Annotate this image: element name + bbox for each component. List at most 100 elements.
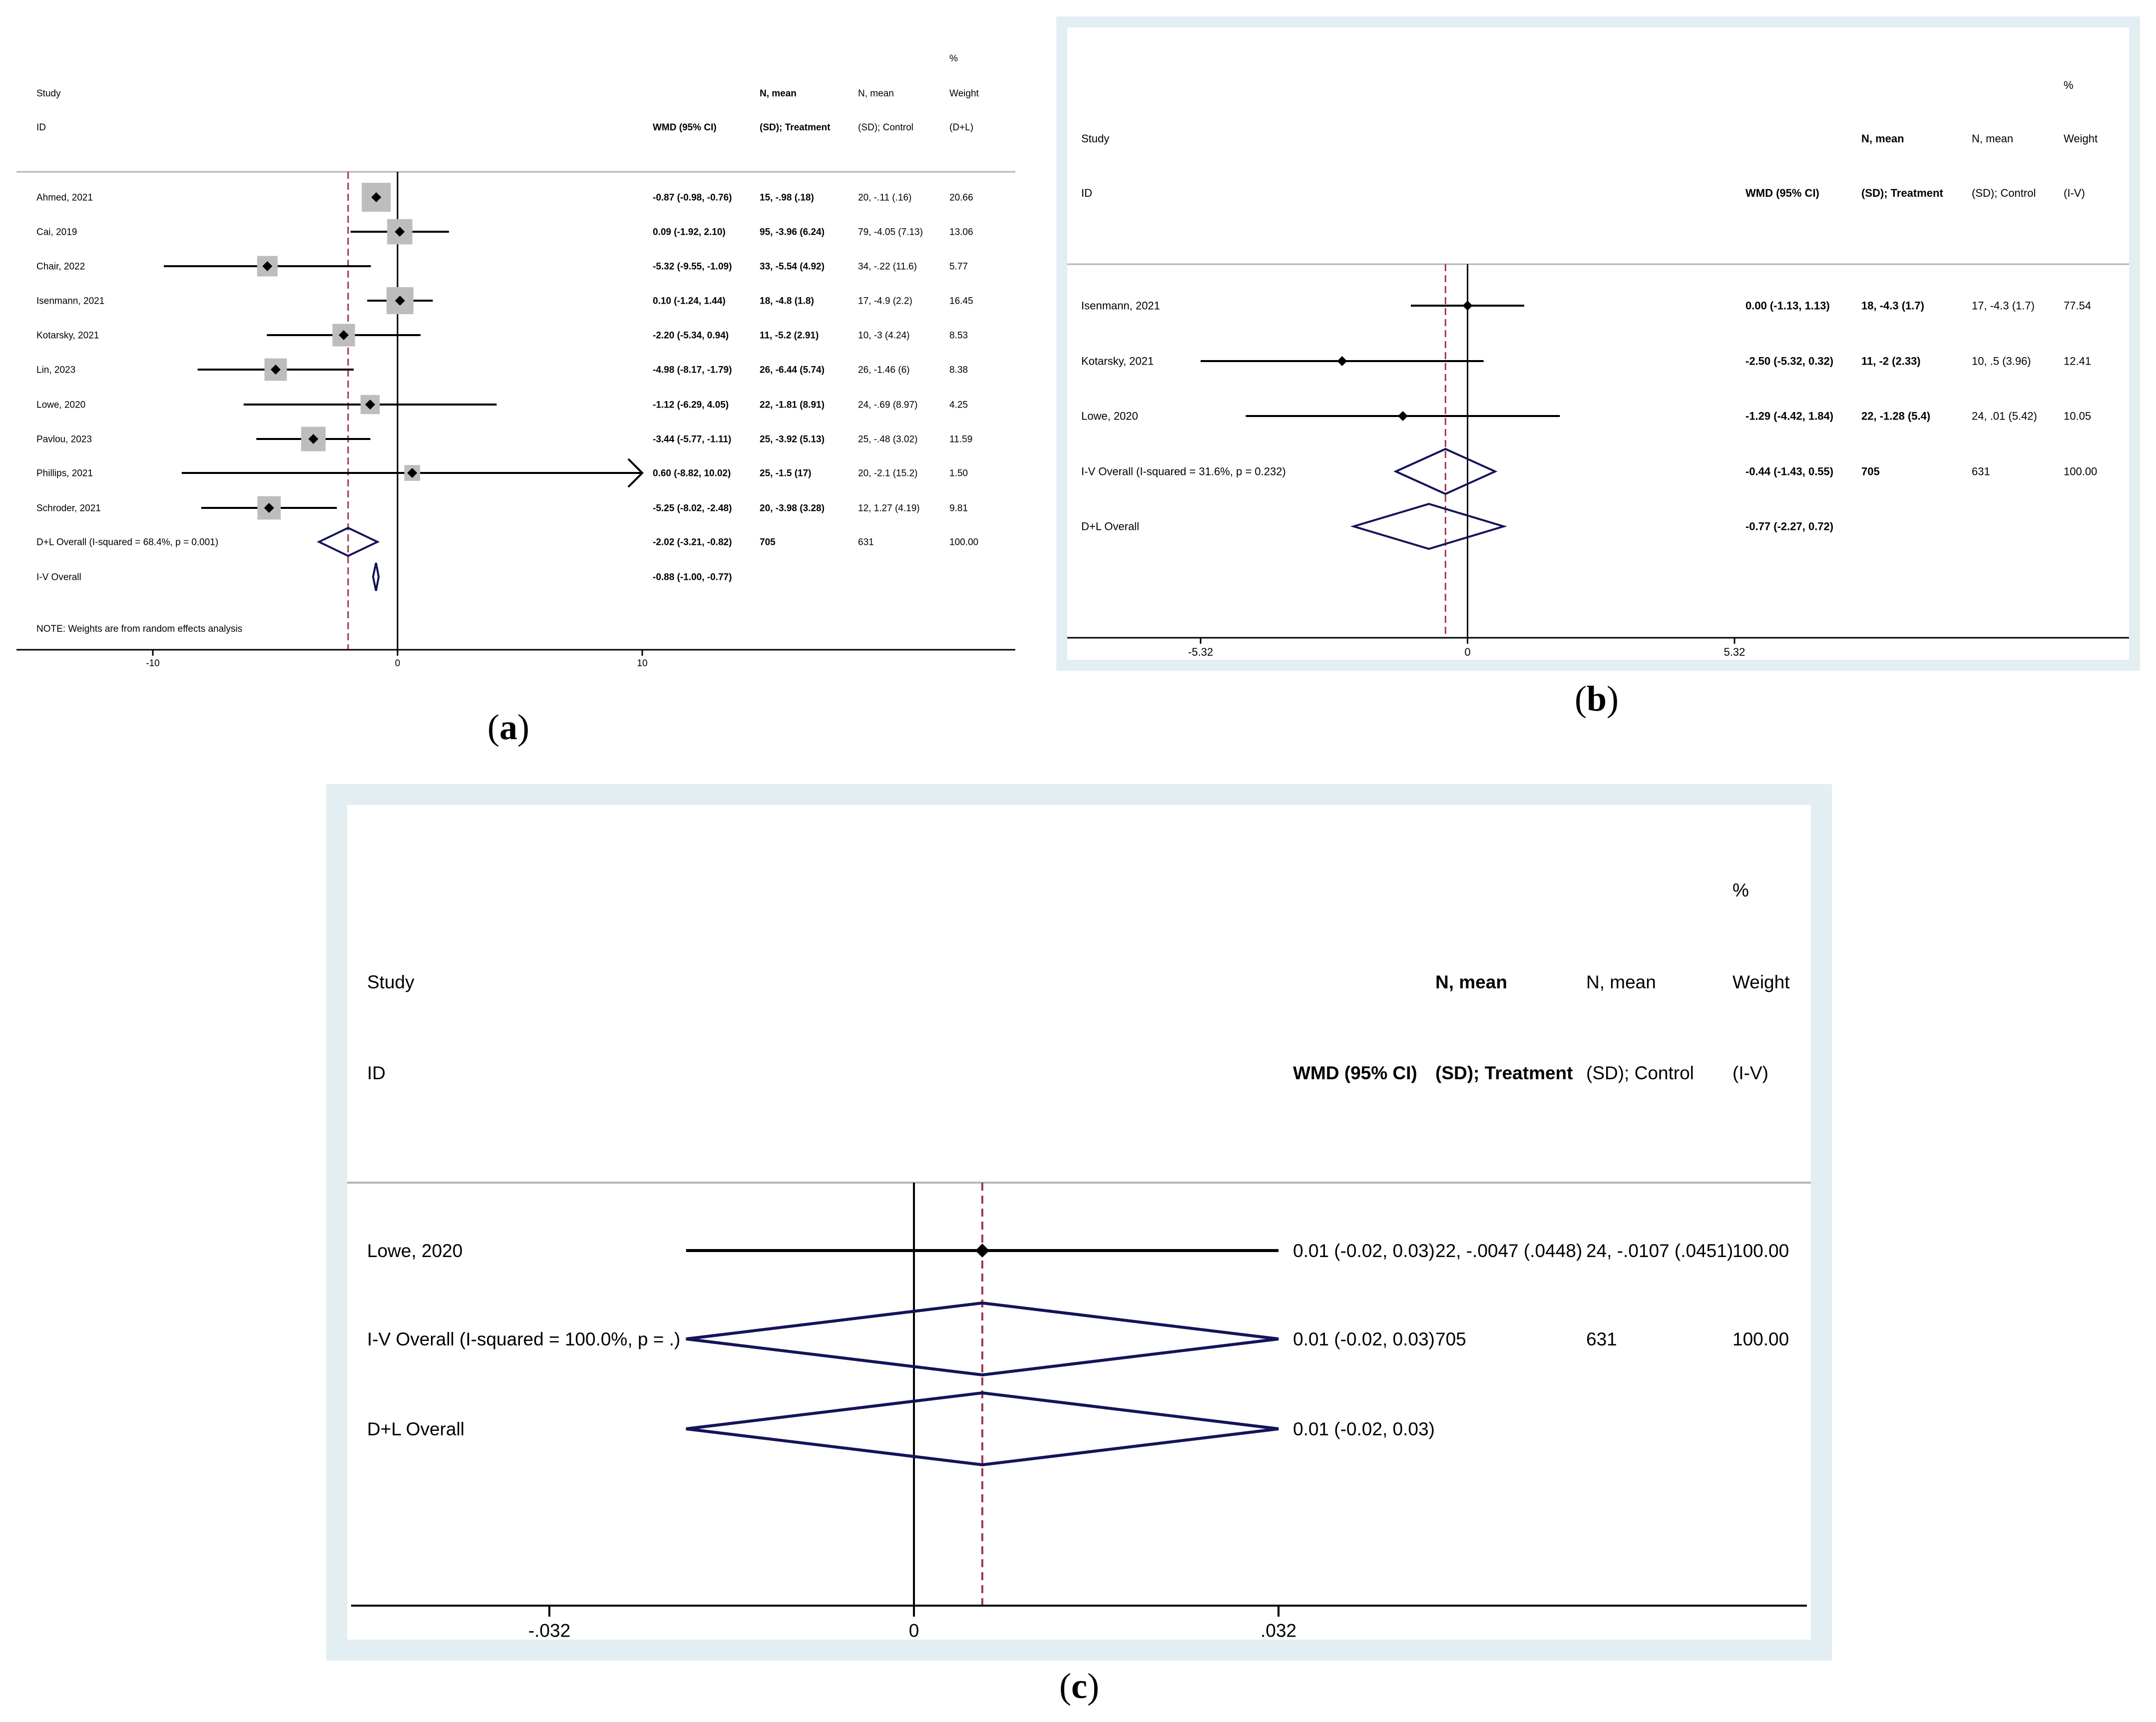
header-wmd: WMD (95% CI) [1745,187,1819,199]
header-weight: Weight [1732,972,1790,992]
study-weight: 77.54 [2064,300,2091,312]
x-tick-label: -5.32 [1188,646,1213,658]
study-weight: 8.38 [949,365,968,376]
study-treatment: 26, -6.44 (5.74) [760,365,825,376]
study-control: 24, -.69 (8.97) [858,400,917,411]
plot-area [347,805,1811,1640]
forest-plot-a: % Study N, mean N, mean Weight ID WMD (95% CI)… [16,16,1015,674]
study-weight: 1.50 [949,468,968,479]
study-weight: 20.66 [949,193,973,203]
study-weight: 9.81 [949,503,968,514]
study-control: 24, .01 (5.42) [1972,410,2037,423]
x-tick-label: 0 [909,1621,919,1641]
overall-wmd-ci: -0.77 (-2.27, 0.72) [1745,520,1833,533]
study-treatment: 18, -4.3 (1.7) [1861,300,1924,312]
point-estimate [395,227,405,237]
study-treatment: 15, -.98 (.18) [760,193,814,203]
study-control: 24, -.0107 (.0451) [1586,1241,1733,1261]
header-n-mean-treatment: N, mean [1435,972,1507,992]
overall-treatment: 705 [760,537,776,548]
study-treatment: 18, -4.8 (1.8) [760,296,814,307]
caption-b: (b) [1574,679,1619,719]
study-label: Ahmed, 2021 [36,193,93,203]
header-sd-control: (SD); Control [858,122,913,133]
point-estimate [308,434,319,444]
ci-arrow [627,458,644,488]
header-sd-treatment: (SD); Treatment [1435,1063,1573,1083]
x-tick-label: .032 [1261,1621,1296,1641]
point-estimate [262,261,273,271]
forest-plot-b: % Study N, mean N, mean Weight ID WMD (95% CI)… [1067,27,2129,660]
forest-plot-b-frame: % Study N, mean N, mean Weight ID WMD (95% CI)… [1056,16,2140,671]
study-treatment: 33, -5.54 (4.92) [760,262,825,272]
header-sd-control: (SD); Control [1586,1063,1694,1083]
overall-diamond [1350,502,1507,550]
overall-label: I-V Overall [36,572,81,583]
overall-label: I-V Overall (I-squared = 31.6%, p = 0.23… [1081,465,1286,478]
study-treatment: 95, -3.96 (6.24) [760,227,825,238]
header-weight: Weight [949,88,979,99]
caption-a: (a) [487,707,529,747]
study-weight: 8.53 [949,331,968,341]
study-weight: 11.59 [949,434,972,445]
study-control: 17, -4.3 (1.7) [1972,300,2035,312]
overall-diamond [686,1391,1279,1467]
point-estimate [270,365,281,375]
study-treatment: 22, -1.81 (8.91) [760,400,825,411]
study-weight: 13.06 [949,227,973,238]
study-wmd-ci: 0.01 (-0.02, 0.03) [1293,1241,1435,1261]
overall-label: D+L Overall (I-squared = 68.4%, p = 0.00… [36,537,218,548]
forest-plot-c: % Study N, mean N, mean Weight ID WMD (95% CI)… [347,805,1811,1641]
study-label: Kotarsky, 2021 [1081,355,1154,368]
header-weight-type: (I-V) [1732,1063,1768,1083]
study-control: 20, -.11 (.16) [858,193,911,203]
header-study: Study [36,88,61,99]
overall-treatment: 705 [1861,465,1880,478]
caption-c: (c) [1059,1666,1099,1706]
study-label: Isenmann, 2021 [36,296,104,307]
study-control: 34, -.22 (11.6) [858,262,917,272]
point-estimate [1337,356,1347,366]
header-study: Study [367,972,415,992]
study-weight: 100.00 [1732,1241,1789,1261]
overall-wmd-ci: 0.01 (-0.02, 0.03) [1293,1419,1435,1439]
point-estimate [339,330,349,340]
header-sd-treatment: (SD); Treatment [1861,187,1943,199]
study-label: Lowe, 2020 [36,400,85,411]
study-label: Lin, 2023 [36,365,75,376]
study-wmd-ci: 0.00 (-1.13, 1.13) [1745,300,1830,312]
study-control: 20, -2.1 (15.2) [858,468,917,479]
study-label: Isenmann, 2021 [1081,300,1160,312]
header-wmd: WMD (95% CI) [653,122,717,133]
study-control: 10, .5 (3.96) [1972,355,2031,368]
overall-control: 631 [1972,465,1990,478]
study-wmd-ci: -3.44 (-5.77, -1.11) [653,434,731,445]
header-sd-control: (SD); Control [1972,187,2036,199]
study-treatment: 25, -1.5 (17) [760,468,812,479]
x-tick-label: 0 [395,658,401,669]
header-id: ID [1081,187,1092,199]
forest-plot-a-frame: % Study N, mean N, mean Weight ID WMD (95% CI)… [16,16,1015,674]
study-label: Schroder, 2021 [36,503,101,514]
point-estimate [395,296,405,306]
study-wmd-ci: -2.20 (-5.34, 0.94) [653,331,729,341]
study-control: 12, 1.27 (4.19) [858,503,920,514]
study-label: Pavlou, 2023 [36,434,92,445]
overall-wmd-ci: 0.01 (-0.02, 0.03) [1293,1329,1435,1349]
overall-treatment: 705 [1435,1329,1466,1349]
point-estimate [371,192,382,202]
study-weight: 12.41 [2064,355,2091,368]
study-treatment: 20, -3.98 (3.28) [760,503,825,514]
study-wmd-ci: 0.10 (-1.24, 1.44) [653,296,726,307]
study-wmd-ci: 0.09 (-1.92, 2.10) [653,227,726,238]
study-wmd-ci: -4.98 (-8.17, -1.79) [653,365,732,376]
study-control: 25, -.48 (3.02) [858,434,917,445]
plot-area [16,16,1015,674]
plot-area [1067,27,2129,660]
study-wmd-ci: -5.32 (-9.55, -1.09) [653,262,732,272]
x-tick-label: -10 [146,658,159,669]
header-weight: Weight [2064,132,2098,145]
overall-diamond [372,562,380,591]
study-control: 10, -3 (4.24) [858,331,910,341]
overall-control: 631 [858,537,874,548]
